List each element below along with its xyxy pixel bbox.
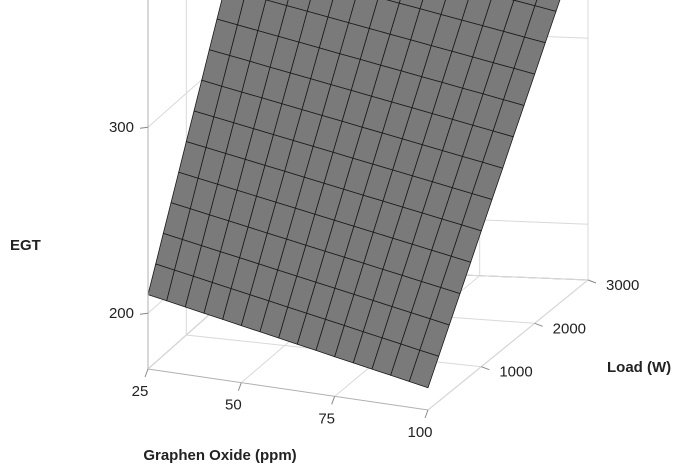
y-tick-mark	[535, 323, 543, 326]
x-tick-mark	[145, 369, 148, 377]
y-tick-mark	[588, 280, 596, 283]
x-tick-label: 25	[132, 383, 149, 400]
z-axis-label: EGT	[10, 237, 41, 254]
x-tick-mark	[238, 383, 241, 391]
y-axis-label: Load (W)	[607, 359, 671, 376]
y-tick-label: 1000	[499, 364, 532, 381]
x-axis-label: Graphen Oxide (ppm)	[143, 447, 296, 464]
x-tick-label: 50	[225, 397, 242, 414]
surface	[148, 0, 588, 388]
z-tick-label: 200	[109, 305, 134, 322]
z-tick-label: 300	[109, 119, 134, 136]
z-tick-mark	[140, 313, 148, 314]
y-tick-label: 2000	[553, 320, 586, 337]
y-tick-mark	[481, 367, 489, 370]
y-tick-label: 3000	[606, 277, 639, 294]
x-tick-mark	[425, 410, 428, 418]
z-tick-mark	[140, 127, 148, 128]
x-tick-label: 100	[407, 424, 432, 441]
x-tick-label: 75	[318, 410, 335, 427]
x-tick-mark	[332, 396, 335, 404]
